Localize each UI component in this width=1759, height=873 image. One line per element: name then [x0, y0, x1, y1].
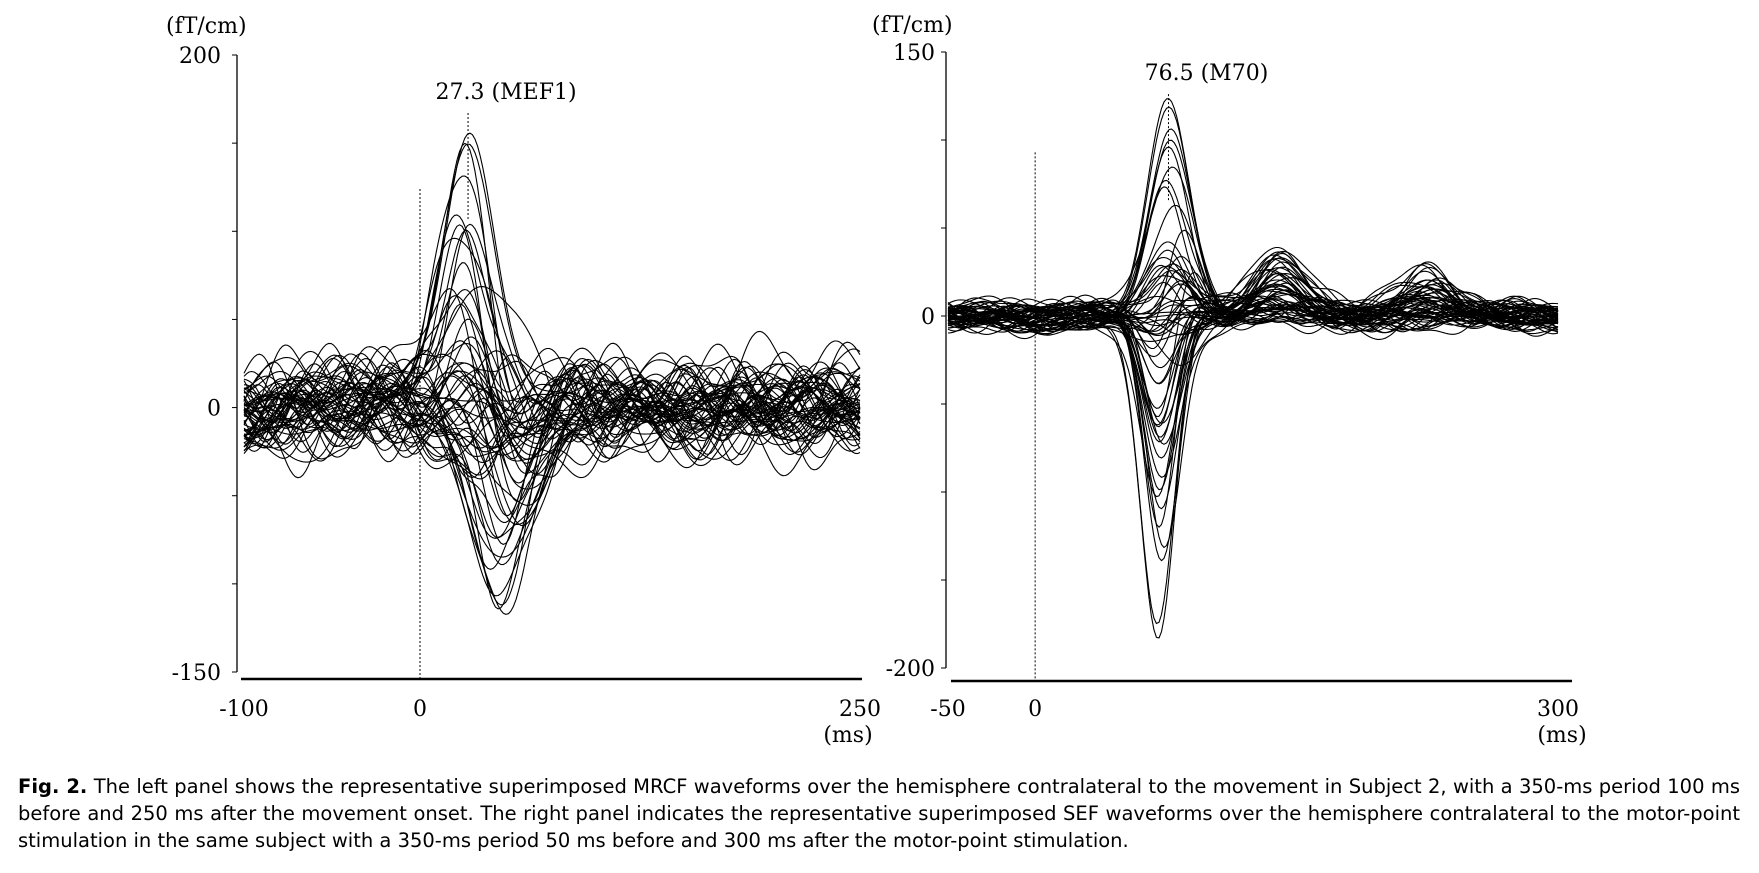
- waveform-trace: [243, 365, 861, 453]
- x-tick-label: 250: [839, 697, 881, 722]
- waveform-trace: [243, 214, 861, 466]
- waveform-group: [947, 98, 1559, 639]
- waveform-trace: [947, 267, 1559, 325]
- y-tick-label: -200: [886, 657, 935, 682]
- y-tick-label: 200: [179, 44, 221, 69]
- waveform-trace: [947, 292, 1559, 510]
- waveform-trace: [243, 354, 861, 597]
- waveform-trace: [243, 355, 861, 476]
- x-axis-unit: (ms): [1537, 723, 1586, 748]
- waveform-trace: [947, 293, 1559, 445]
- waveform-trace: [243, 363, 861, 456]
- waveform-group: [243, 132, 861, 615]
- waveform-trace: [243, 354, 861, 506]
- waveform-trace: [243, 345, 861, 464]
- waveform-trace: [947, 252, 1559, 369]
- figure-caption: Fig. 2. The left panel shows the represe…: [18, 773, 1740, 854]
- peak-annotation: 27.3 (MEF1): [436, 80, 577, 105]
- y-tick-label: 0: [207, 397, 221, 422]
- x-tick-label: -100: [219, 697, 268, 722]
- chart-panel-left: 200 0 -150 (fT/cm) -100 0 250(ms) 27.3 (MEF1): [166, 14, 881, 748]
- waveform-trace-peak: [947, 106, 1558, 322]
- x-tick-label: 0: [413, 697, 427, 722]
- waveform-trace: [947, 302, 1559, 335]
- waveform-trace: [243, 382, 861, 558]
- y-axis-unit: (fT/cm): [166, 14, 247, 39]
- waveform-trace: [243, 344, 861, 460]
- y-tick-label: 0: [921, 305, 935, 330]
- x-tick-label: 300: [1537, 697, 1579, 722]
- y-tick-label: -150: [172, 661, 221, 686]
- waveform-trace: [243, 303, 861, 475]
- waveform-trace: [947, 246, 1559, 342]
- x-tick-label: 0: [1028, 697, 1042, 722]
- waveform-trace: [947, 304, 1559, 549]
- caption-label: Fig. 2.: [18, 775, 88, 798]
- waveform-trace-peak: [243, 143, 861, 423]
- waveform-trace: [243, 362, 861, 462]
- waveform-trace: [947, 292, 1559, 428]
- y-tick-label: 150: [893, 41, 935, 66]
- waveform-trace: [947, 229, 1559, 333]
- waveform-trace: [947, 283, 1559, 426]
- y-axis-unit: (fT/cm): [872, 13, 953, 38]
- x-tick-label: -50: [930, 697, 965, 722]
- chart-panel-right: 150 0 -200 (fT/cm) -50 0 300(ms) 76.5 (M70): [872, 13, 1587, 748]
- waveform-trace: [243, 358, 861, 464]
- x-axis-unit: (ms): [823, 723, 872, 748]
- waveform-trace: [947, 258, 1559, 334]
- peak-annotation: 76.5 (M70): [1145, 61, 1269, 86]
- waveform-trace: [243, 377, 861, 606]
- waveform-trace: [243, 360, 861, 463]
- caption-text: The left panel shows the representative …: [18, 775, 1740, 852]
- waveform-trace: [243, 367, 861, 610]
